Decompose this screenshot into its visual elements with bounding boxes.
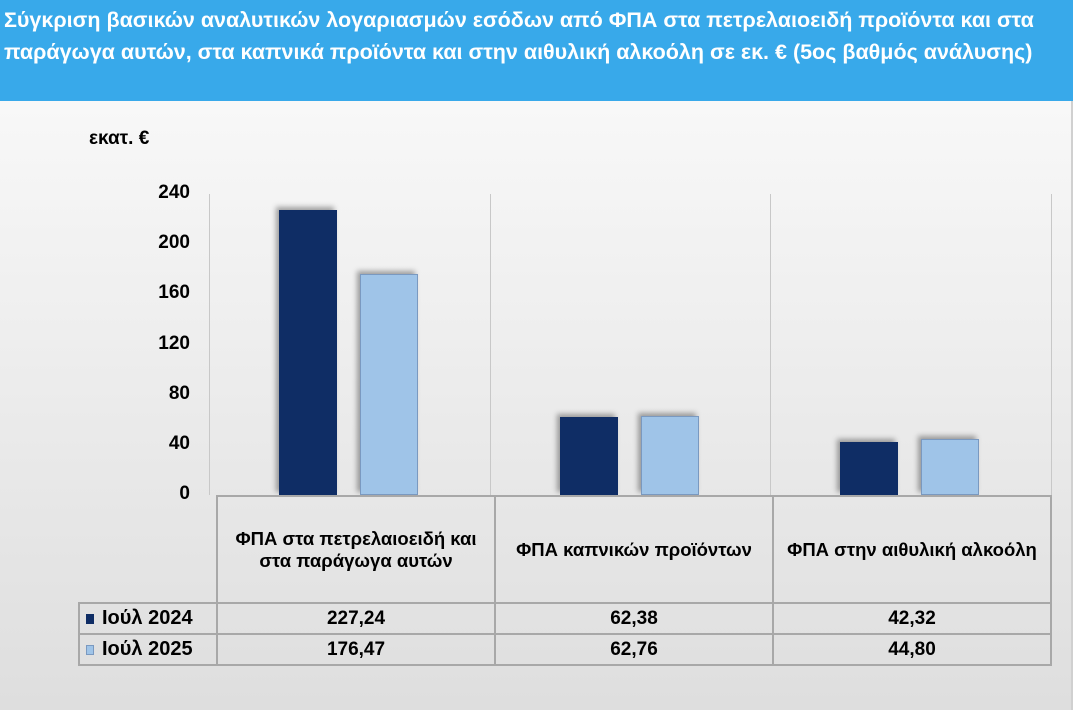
y-tick-label: 120 — [158, 332, 190, 354]
table-cell: 62,76 — [494, 633, 774, 666]
series-name: Ιούλ 2025 — [102, 638, 193, 660]
legend-swatch-icon — [86, 644, 94, 655]
category-gridline — [1050, 194, 1052, 495]
y-tick-label: 160 — [158, 282, 190, 304]
table-cell: 176,47 — [216, 633, 496, 666]
bar-2024 — [559, 416, 618, 495]
data-table-header: ΦΠΑ στα πετρελαιοειδή και στα παράγωγα α… — [79, 495, 1052, 604]
bar-2024 — [279, 210, 337, 495]
title-banner: Σύγκριση βασικών αναλυτικών λογαριασμών … — [0, 0, 1073, 101]
table-cell: 44,80 — [772, 633, 1052, 666]
category-header: ΦΠΑ καπνικών προϊόντων — [494, 495, 774, 604]
bar-2024 — [840, 441, 898, 495]
y-tick-label: 240 — [158, 182, 190, 203]
category-gridline — [489, 194, 491, 495]
y-tick-label: 80 — [168, 382, 190, 404]
chart-title: Σύγκριση βασικών αναλυτικών λογαριασμών … — [4, 8, 1034, 64]
table-cell: 62,38 — [494, 602, 774, 635]
legend-entry-2024: Ιούλ 2024 — [78, 602, 218, 635]
bar-2025 — [360, 273, 418, 495]
table-row: Ιούλ 2025 176,47 62,76 44,80 — [78, 633, 1052, 666]
y-tick-label: 0 — [179, 483, 190, 504]
table-cell: 227,24 — [216, 602, 496, 635]
bar-2025 — [921, 438, 979, 495]
category-header: ΦΠΑ στα πετρελαιοειδή και στα παράγωγα α… — [216, 495, 496, 604]
table-row: Ιούλ 2024 227,24 62,38 42,32 — [78, 602, 1052, 635]
table-corner — [79, 496, 218, 604]
legend-swatch-icon — [86, 613, 94, 624]
y-axis-label: εκατ. € — [89, 128, 150, 149]
series-name: Ιούλ 2024 — [102, 607, 193, 629]
category-header: ΦΠΑ στην αιθυλική αλκοόλη — [772, 495, 1052, 604]
table-cell: 42,32 — [772, 602, 1052, 635]
bar-2025 — [640, 416, 699, 495]
y-tick-label: 200 — [158, 232, 190, 254]
category-gridline — [209, 194, 210, 495]
y-tick-label: 40 — [168, 432, 190, 454]
category-gridline — [770, 194, 771, 495]
data-table: ΦΠΑ στα πετρελαιοειδή και στα παράγωγα α… — [78, 495, 1052, 666]
legend-entry-2025: Ιούλ 2025 — [78, 633, 218, 666]
